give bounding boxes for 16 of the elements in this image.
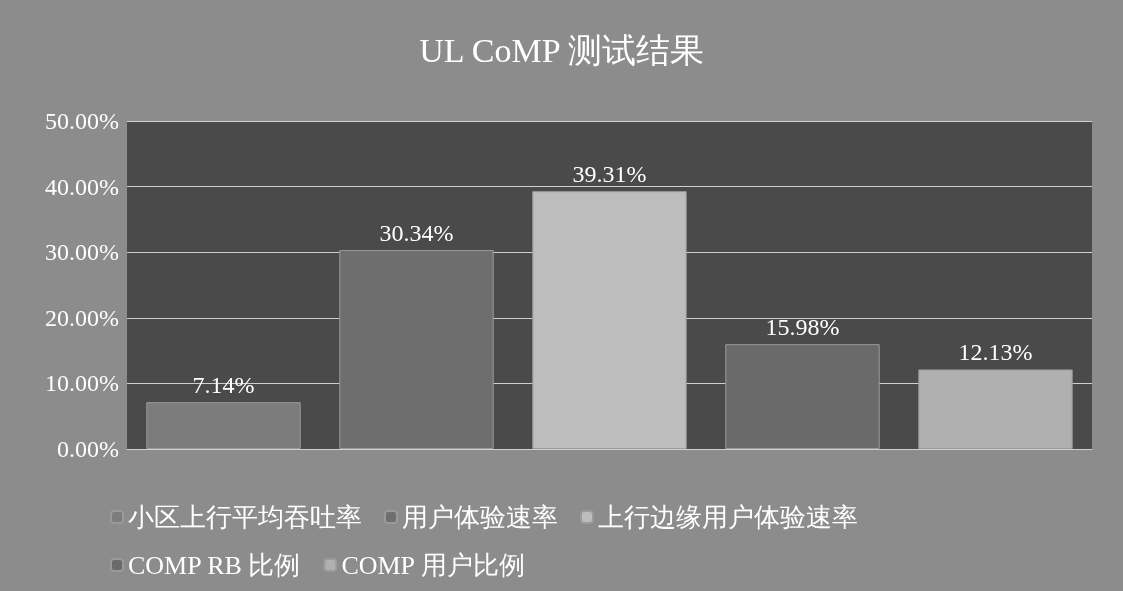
data-label: 12.13% [958,339,1033,366]
data-label: 30.34% [379,219,454,246]
y-tick-label: 30.00% [45,239,119,266]
y-tick-label: 0.00% [57,436,119,462]
legend-label: 上行边缘用户体验速率 [598,502,858,532]
legend-label: 小区上行平均吞吐率 [128,502,362,532]
y-tick-label: 50.00% [45,108,119,134]
data-label: 15.98% [765,314,840,341]
legend-label: COMP RB 比例 [128,550,301,580]
chart-title: UL CoMP 测试结果 [419,31,704,69]
y-tick-label: 10.00% [45,370,119,397]
legend-label: COMP 用户比例 [341,550,525,580]
legend-label: 用户体验速率 [402,502,558,532]
y-tick-label: 40.00% [45,173,119,200]
y-tick-label: 20.00% [45,304,119,331]
data-label: 39.31% [572,161,647,188]
